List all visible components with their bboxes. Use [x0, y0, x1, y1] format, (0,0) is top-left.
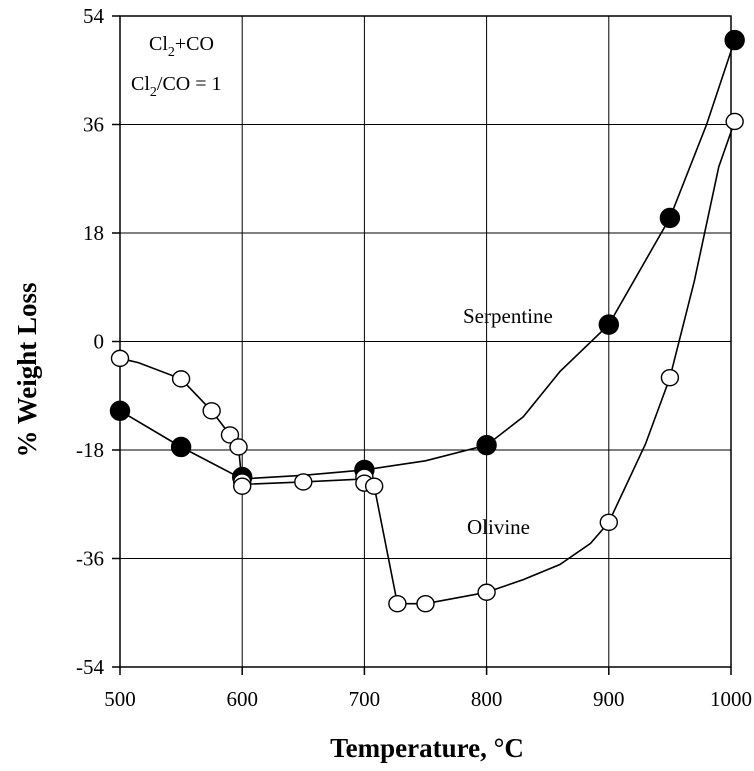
data-point-olivine	[599, 513, 618, 532]
y-axis-ticks: -54 -36 -18 0 18 36 54	[76, 4, 120, 679]
y-tick-label: -54	[76, 655, 104, 679]
annotation-line-2: Cl2/CO = 1	[131, 73, 222, 100]
data-point-olivine	[171, 370, 191, 388]
series-markers	[109, 29, 745, 613]
data-point-olivine	[364, 477, 384, 495]
data-point-olivine	[294, 473, 313, 491]
x-tick-label: 700	[349, 687, 381, 711]
y-tick-label: 18	[83, 221, 104, 245]
data-point-serpentine	[109, 400, 131, 422]
y-tick-label: 54	[83, 4, 105, 28]
data-point-serpentine	[659, 207, 681, 229]
x-tick-label: 900	[593, 687, 625, 711]
data-point-serpentine	[598, 314, 619, 335]
data-point-olivine	[477, 583, 496, 601]
data-point-olivine	[660, 368, 680, 387]
y-tick-label: -18	[76, 438, 104, 462]
data-point-serpentine	[476, 434, 497, 456]
x-tick-label: 1000	[710, 687, 752, 711]
x-tick-label: 600	[226, 687, 258, 711]
y-tick-label: 36	[83, 113, 104, 137]
x-axis-ticks: 500 600 700 800 900 1000	[104, 667, 752, 711]
y-tick-label: -36	[76, 547, 104, 571]
series-line-olivine	[119, 121, 736, 605]
data-point-olivine	[232, 477, 252, 495]
x-axis-title: Temperature, °C	[330, 733, 524, 763]
grid-lines	[119, 15, 732, 668]
annotation-line-1: Cl2+CO	[149, 33, 214, 60]
data-point-serpentine	[170, 436, 192, 458]
y-tick-label: 0	[94, 330, 105, 354]
data-point-olivine	[388, 595, 407, 613]
data-point-olivine	[220, 426, 240, 444]
y-axis-title: % Weight Loss	[12, 282, 42, 457]
data-point-olivine	[202, 402, 221, 420]
x-tick-label: 800	[471, 687, 503, 711]
series-label-olivine: Olivine	[467, 515, 530, 539]
data-point-serpentine	[724, 29, 745, 51]
series-label-serpentine: Serpentine	[463, 304, 553, 328]
data-point-olivine	[416, 595, 435, 613]
data-point-olivine	[110, 349, 130, 368]
x-tick-label: 500	[104, 687, 136, 711]
data-point-olivine	[229, 438, 248, 456]
data-point-olivine	[725, 112, 744, 131]
